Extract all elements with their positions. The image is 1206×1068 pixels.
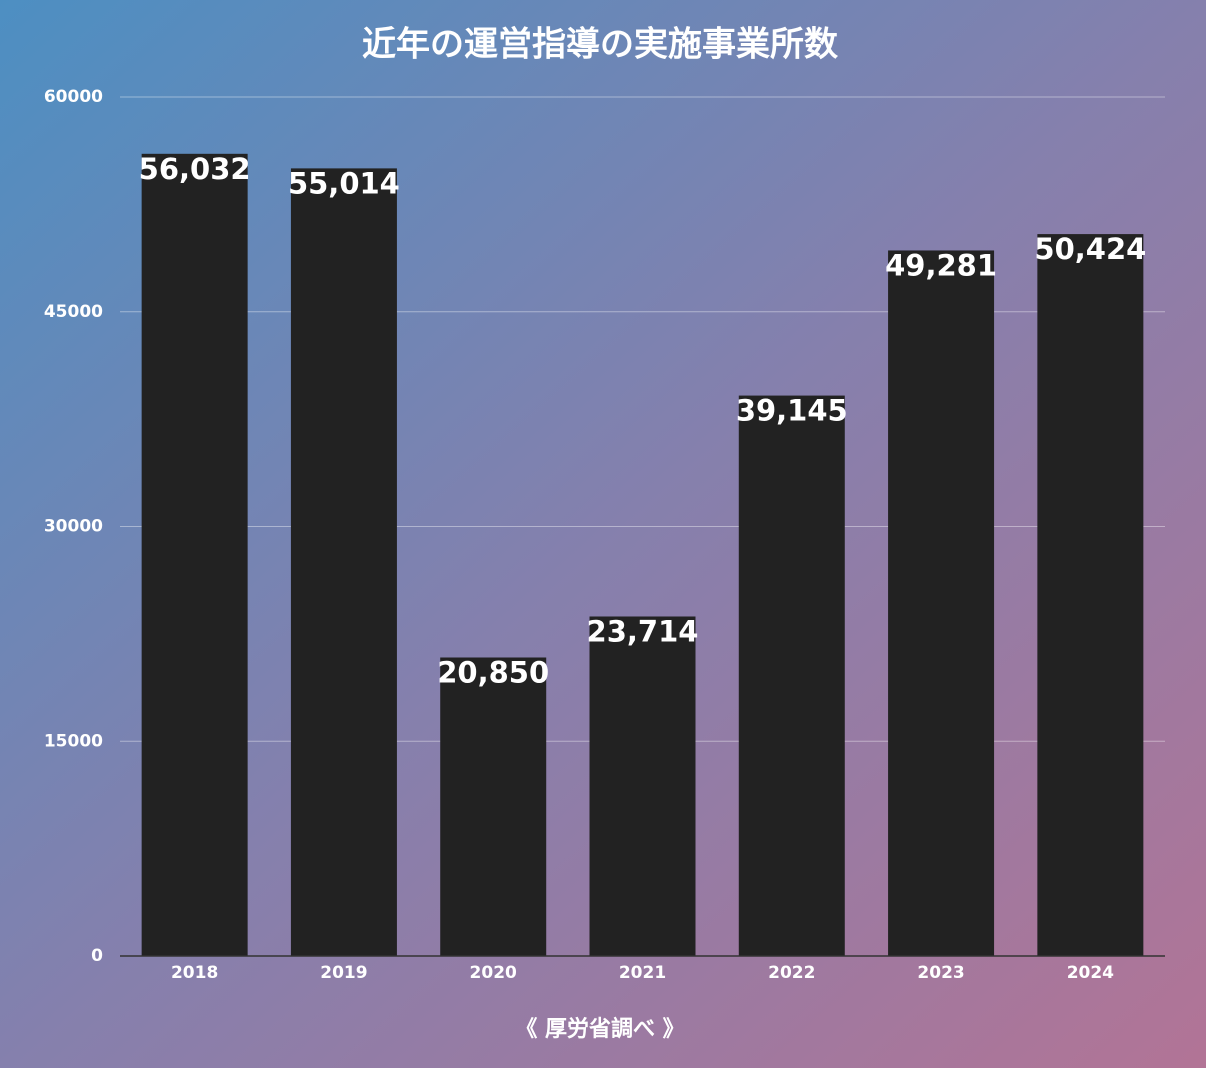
bar [1037, 234, 1144, 956]
y-tick-label: 45000 [44, 302, 103, 322]
y-tick-label: 15000 [44, 731, 103, 751]
x-tick-label: 2019 [320, 963, 367, 983]
bar [440, 657, 547, 956]
y-tick-label: 0 [91, 946, 103, 966]
value-label: 50,424 [1034, 232, 1146, 266]
value-label: 39,145 [736, 394, 848, 428]
chart-title: 近年の運営指導の実施事業所数 [362, 25, 838, 65]
value-label: 20,850 [437, 655, 549, 689]
x-tick-label: 2021 [619, 963, 666, 983]
value-label: 56,032 [139, 152, 251, 186]
bar [290, 168, 397, 956]
bar [738, 395, 845, 956]
x-tick-label: 2018 [171, 963, 218, 983]
bar [141, 153, 248, 956]
x-tick-label: 2023 [917, 963, 964, 983]
value-label: 49,281 [885, 248, 997, 282]
x-tick-label: 2022 [768, 963, 815, 983]
x-tick-label: 2020 [470, 963, 517, 983]
value-label: 55,014 [288, 166, 400, 200]
bar [589, 616, 696, 956]
y-tick-label: 60000 [44, 87, 103, 107]
value-label: 23,714 [587, 614, 699, 648]
x-tick-label: 2024 [1067, 963, 1114, 983]
footnote: 《 厚労省調べ 》 [515, 1016, 684, 1042]
y-tick-label: 30000 [44, 517, 103, 537]
bar [888, 250, 995, 957]
